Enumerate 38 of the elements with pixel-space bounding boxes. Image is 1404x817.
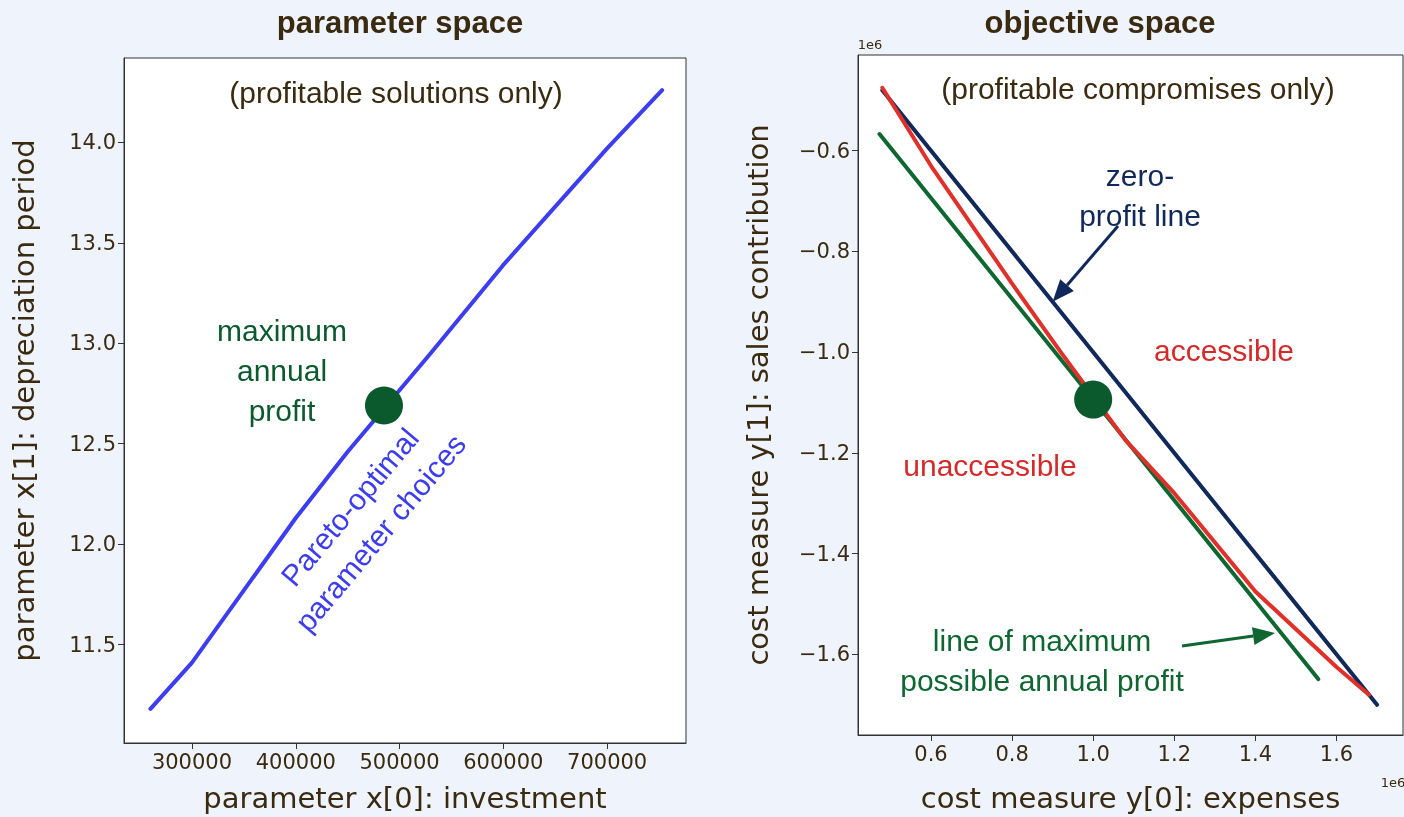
x-axis-title: cost measure y[0]: expenses bbox=[920, 780, 1341, 815]
x-tick-label: 500000 bbox=[359, 749, 440, 774]
y-axis-title: parameter x[1]: depreciation period bbox=[6, 139, 41, 662]
annotation: unaccessible bbox=[903, 448, 1077, 482]
text: 1e6 bbox=[1380, 774, 1404, 790]
x-tick-label: 1.6 bbox=[1319, 741, 1354, 766]
annotation: line of maximum possible annual profit bbox=[900, 623, 1185, 697]
annotation: (profitable solutions only) bbox=[229, 75, 563, 109]
y-tick-label: −0.8 bbox=[799, 239, 850, 264]
y-tick-label: 11.5 bbox=[69, 632, 116, 657]
x-tick-label: 1.0 bbox=[1076, 741, 1110, 766]
annotation: accessible bbox=[1153, 333, 1295, 367]
chart-title: objective space bbox=[984, 5, 1216, 40]
x-tick-label: 0.8 bbox=[995, 741, 1029, 766]
chart-title: parameter space bbox=[276, 5, 524, 40]
text: 1e6 bbox=[857, 36, 883, 52]
y-tick-label: 14.0 bbox=[69, 130, 116, 155]
y-axis-title: cost measure y[1]: sales contribution bbox=[740, 124, 775, 666]
y-tick-label: −1.6 bbox=[799, 642, 850, 667]
annotation: (profitable compromises only) bbox=[941, 71, 1335, 105]
annotation: zero- profit line bbox=[1079, 158, 1201, 232]
y-tick-label: 12.5 bbox=[69, 431, 116, 456]
x-tick-label: 1.4 bbox=[1238, 741, 1273, 766]
y-tick-label: −0.6 bbox=[799, 138, 850, 163]
y-tick-label: −1.2 bbox=[799, 440, 850, 465]
x-tick-label: 300000 bbox=[151, 749, 233, 774]
x-tick-label: 0.6 bbox=[914, 741, 948, 766]
y-tick-label: −1.4 bbox=[799, 541, 850, 566]
series-label: maximum annual profit bbox=[216, 313, 348, 427]
x-tick-label: 400000 bbox=[255, 749, 336, 774]
y-tick-label: 13.0 bbox=[69, 331, 116, 356]
y-tick-label: 12.0 bbox=[69, 532, 116, 557]
y-tick-label: 13.5 bbox=[69, 230, 116, 255]
x-tick-label: 600000 bbox=[463, 749, 544, 774]
x-axis-title: parameter x[0]: investment bbox=[203, 780, 607, 815]
x-tick-label: 700000 bbox=[567, 749, 648, 774]
y-tick-label: −1.0 bbox=[799, 340, 850, 365]
x-tick-label: 1.2 bbox=[1157, 741, 1191, 766]
